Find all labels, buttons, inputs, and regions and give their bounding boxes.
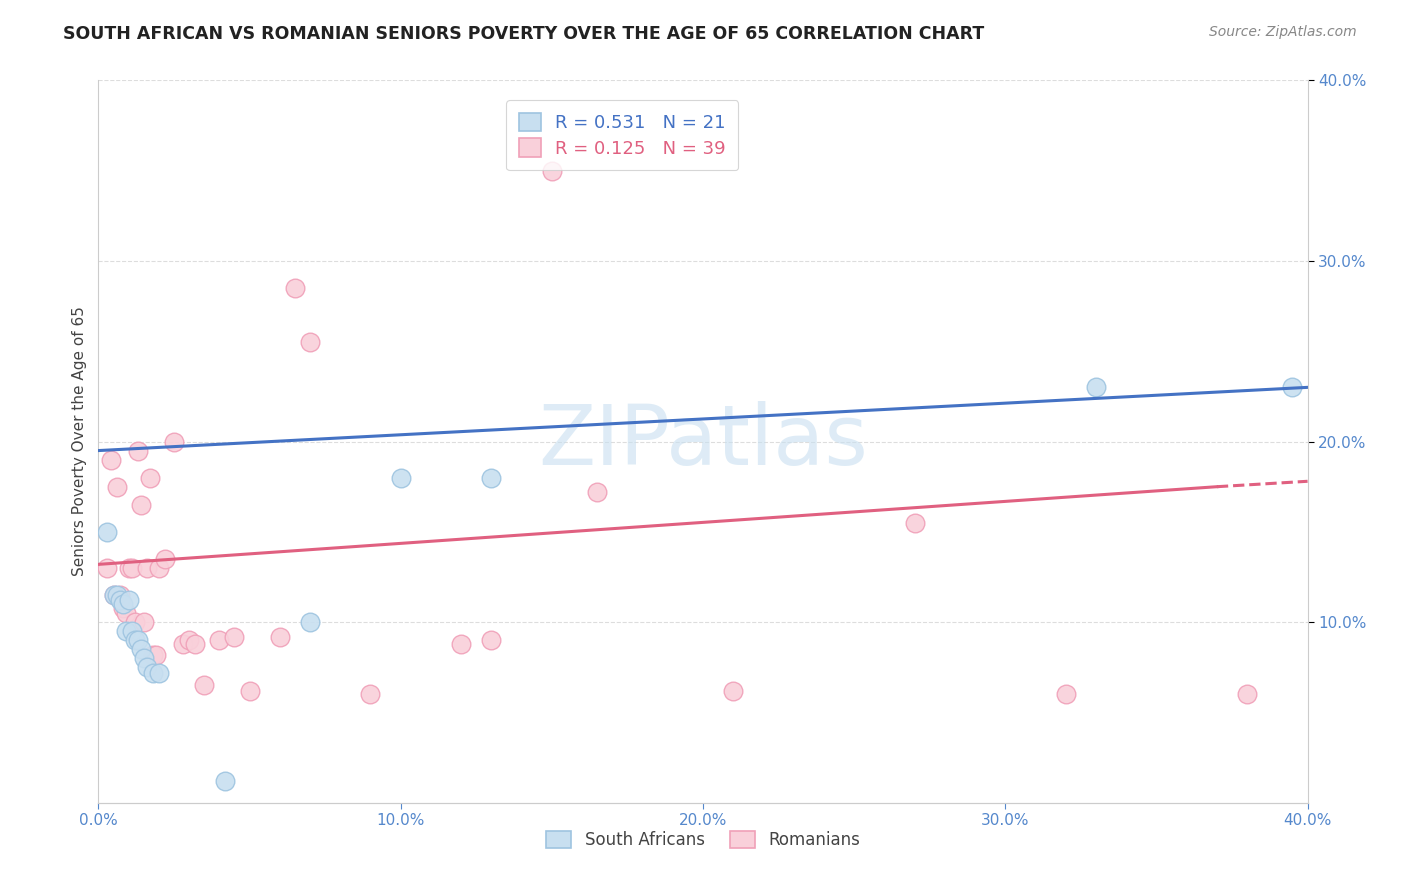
- Point: [121, 561, 143, 575]
- Point: [111, 600, 134, 615]
- Point: [1281, 380, 1303, 394]
- Point: [132, 615, 155, 630]
- Point: [118, 593, 141, 607]
- Point: [148, 561, 170, 575]
- Point: [163, 434, 186, 449]
- Point: [481, 633, 503, 648]
- Point: [129, 498, 152, 512]
- Point: [114, 606, 136, 620]
- Point: [121, 624, 143, 639]
- Point: [127, 633, 149, 648]
- Point: [179, 633, 201, 648]
- Point: [153, 552, 176, 566]
- Y-axis label: Seniors Poverty Over the Age of 65: Seniors Poverty Over the Age of 65: [72, 307, 87, 576]
- Point: [127, 443, 149, 458]
- Point: [269, 630, 291, 644]
- Point: [172, 637, 194, 651]
- Point: [284, 281, 307, 295]
- Point: [586, 485, 609, 500]
- Point: [114, 624, 136, 639]
- Point: [103, 588, 125, 602]
- Point: [135, 660, 157, 674]
- Point: [360, 687, 382, 701]
- Point: [135, 561, 157, 575]
- Point: [96, 561, 118, 575]
- Point: [139, 471, 162, 485]
- Point: [142, 648, 165, 662]
- Point: [481, 471, 503, 485]
- Point: [389, 471, 412, 485]
- Point: [148, 665, 170, 680]
- Point: [111, 597, 134, 611]
- Point: [105, 480, 128, 494]
- Point: [184, 637, 207, 651]
- Point: [100, 452, 122, 467]
- Legend: South Africans, Romanians: South Africans, Romanians: [540, 824, 866, 856]
- Point: [540, 163, 562, 178]
- Point: [1054, 687, 1077, 701]
- Point: [124, 615, 146, 630]
- Point: [450, 637, 472, 651]
- Point: [904, 516, 927, 530]
- Point: [108, 593, 131, 607]
- Point: [224, 630, 246, 644]
- Point: [118, 561, 141, 575]
- Point: [299, 335, 322, 350]
- Text: Source: ZipAtlas.com: Source: ZipAtlas.com: [1209, 25, 1357, 39]
- Text: SOUTH AFRICAN VS ROMANIAN SENIORS POVERTY OVER THE AGE OF 65 CORRELATION CHART: SOUTH AFRICAN VS ROMANIAN SENIORS POVERT…: [63, 25, 984, 43]
- Point: [723, 683, 745, 698]
- Point: [96, 524, 118, 539]
- Point: [129, 642, 152, 657]
- Point: [299, 615, 322, 630]
- Point: [208, 633, 231, 648]
- Point: [124, 633, 146, 648]
- Point: [193, 678, 215, 692]
- Point: [1236, 687, 1258, 701]
- Text: ZIPatlas: ZIPatlas: [538, 401, 868, 482]
- Point: [105, 588, 128, 602]
- Point: [1085, 380, 1108, 394]
- Point: [108, 588, 131, 602]
- Point: [214, 774, 236, 789]
- Point: [145, 648, 167, 662]
- Point: [142, 665, 165, 680]
- Point: [103, 588, 125, 602]
- Point: [132, 651, 155, 665]
- Point: [239, 683, 262, 698]
